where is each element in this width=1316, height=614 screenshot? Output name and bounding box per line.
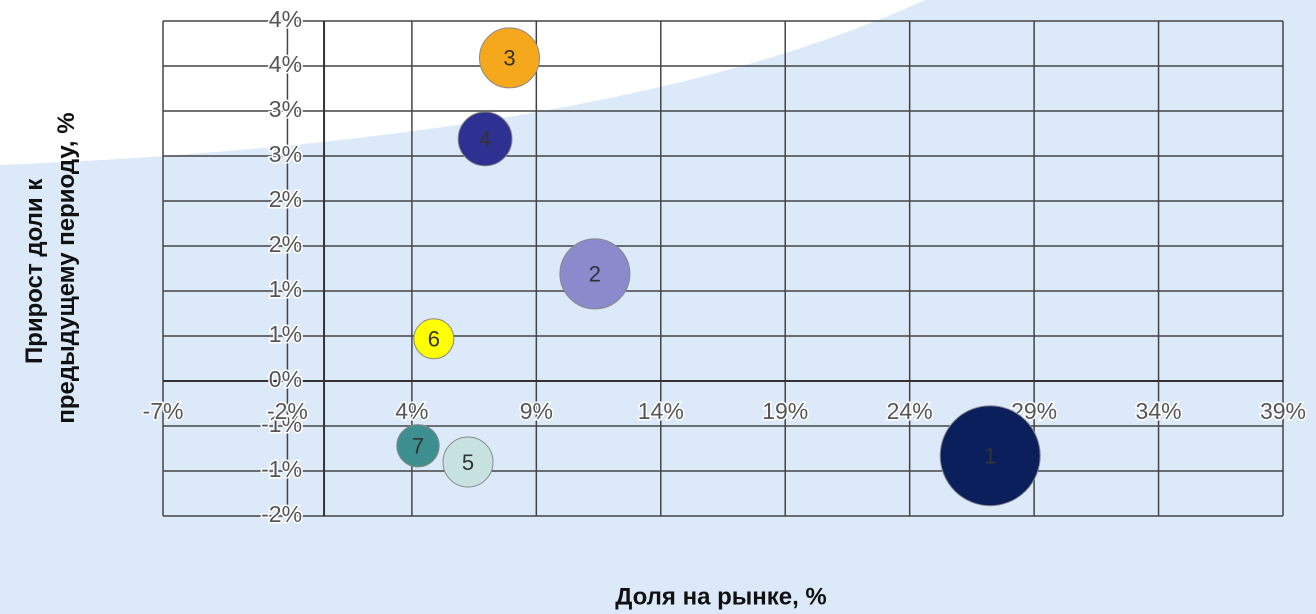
bubble bbox=[442, 436, 494, 488]
x-axis-title: Доля на рынке, % bbox=[615, 583, 827, 610]
bubble bbox=[478, 27, 540, 89]
y-axis-title-line: предыдущему периоду, % bbox=[53, 112, 80, 423]
y-tick-label: 2% bbox=[269, 186, 302, 212]
y-tick-label: -1% bbox=[261, 411, 302, 437]
bubble-label: 1 bbox=[984, 444, 996, 469]
background-curve bbox=[0, 0, 925, 165]
x-tick-label: 39% bbox=[1260, 398, 1306, 424]
bubble bbox=[413, 318, 455, 360]
bubble bbox=[939, 405, 1041, 507]
bubble bbox=[457, 111, 513, 167]
x-tick-label: -2% bbox=[267, 398, 308, 424]
y-tick-label: 3% bbox=[269, 141, 302, 167]
y-tick-label: -2% bbox=[261, 501, 302, 527]
bubble bbox=[396, 424, 440, 468]
bubble-label: 2 bbox=[589, 262, 601, 287]
bubble-label: 6 bbox=[428, 327, 440, 352]
y-axis-title-line: Прирост доли к bbox=[21, 178, 48, 364]
y-tick-label: 4% bbox=[269, 6, 302, 32]
y-tick-label: 1% bbox=[269, 276, 302, 302]
y-tick-label: -1% bbox=[261, 456, 302, 482]
x-tick-label: 34% bbox=[1136, 398, 1182, 424]
y-tick-label: 1% bbox=[269, 321, 302, 347]
x-tick-label: -7% bbox=[143, 398, 184, 424]
x-tick-label: 4% bbox=[395, 398, 428, 424]
bubble bbox=[559, 238, 631, 310]
x-tick-label: 19% bbox=[762, 398, 808, 424]
bubble-label: 7 bbox=[412, 434, 424, 459]
y-tick-label: 4% bbox=[269, 51, 302, 77]
y-tick-label: 3% bbox=[269, 96, 302, 122]
y-axis-title: Прирост доли к предыдущему периоду, % bbox=[21, 112, 80, 423]
bubble-label: 5 bbox=[462, 450, 474, 475]
bubble-label: 3 bbox=[503, 46, 515, 71]
y-tick-label: 2% bbox=[269, 231, 302, 257]
x-tick-label: 9% bbox=[520, 398, 553, 424]
x-tick-label: 14% bbox=[638, 398, 684, 424]
x-tick-label: 24% bbox=[887, 398, 933, 424]
bubble-label: 4 bbox=[479, 127, 491, 152]
y-tick-label: 0% bbox=[269, 366, 302, 392]
